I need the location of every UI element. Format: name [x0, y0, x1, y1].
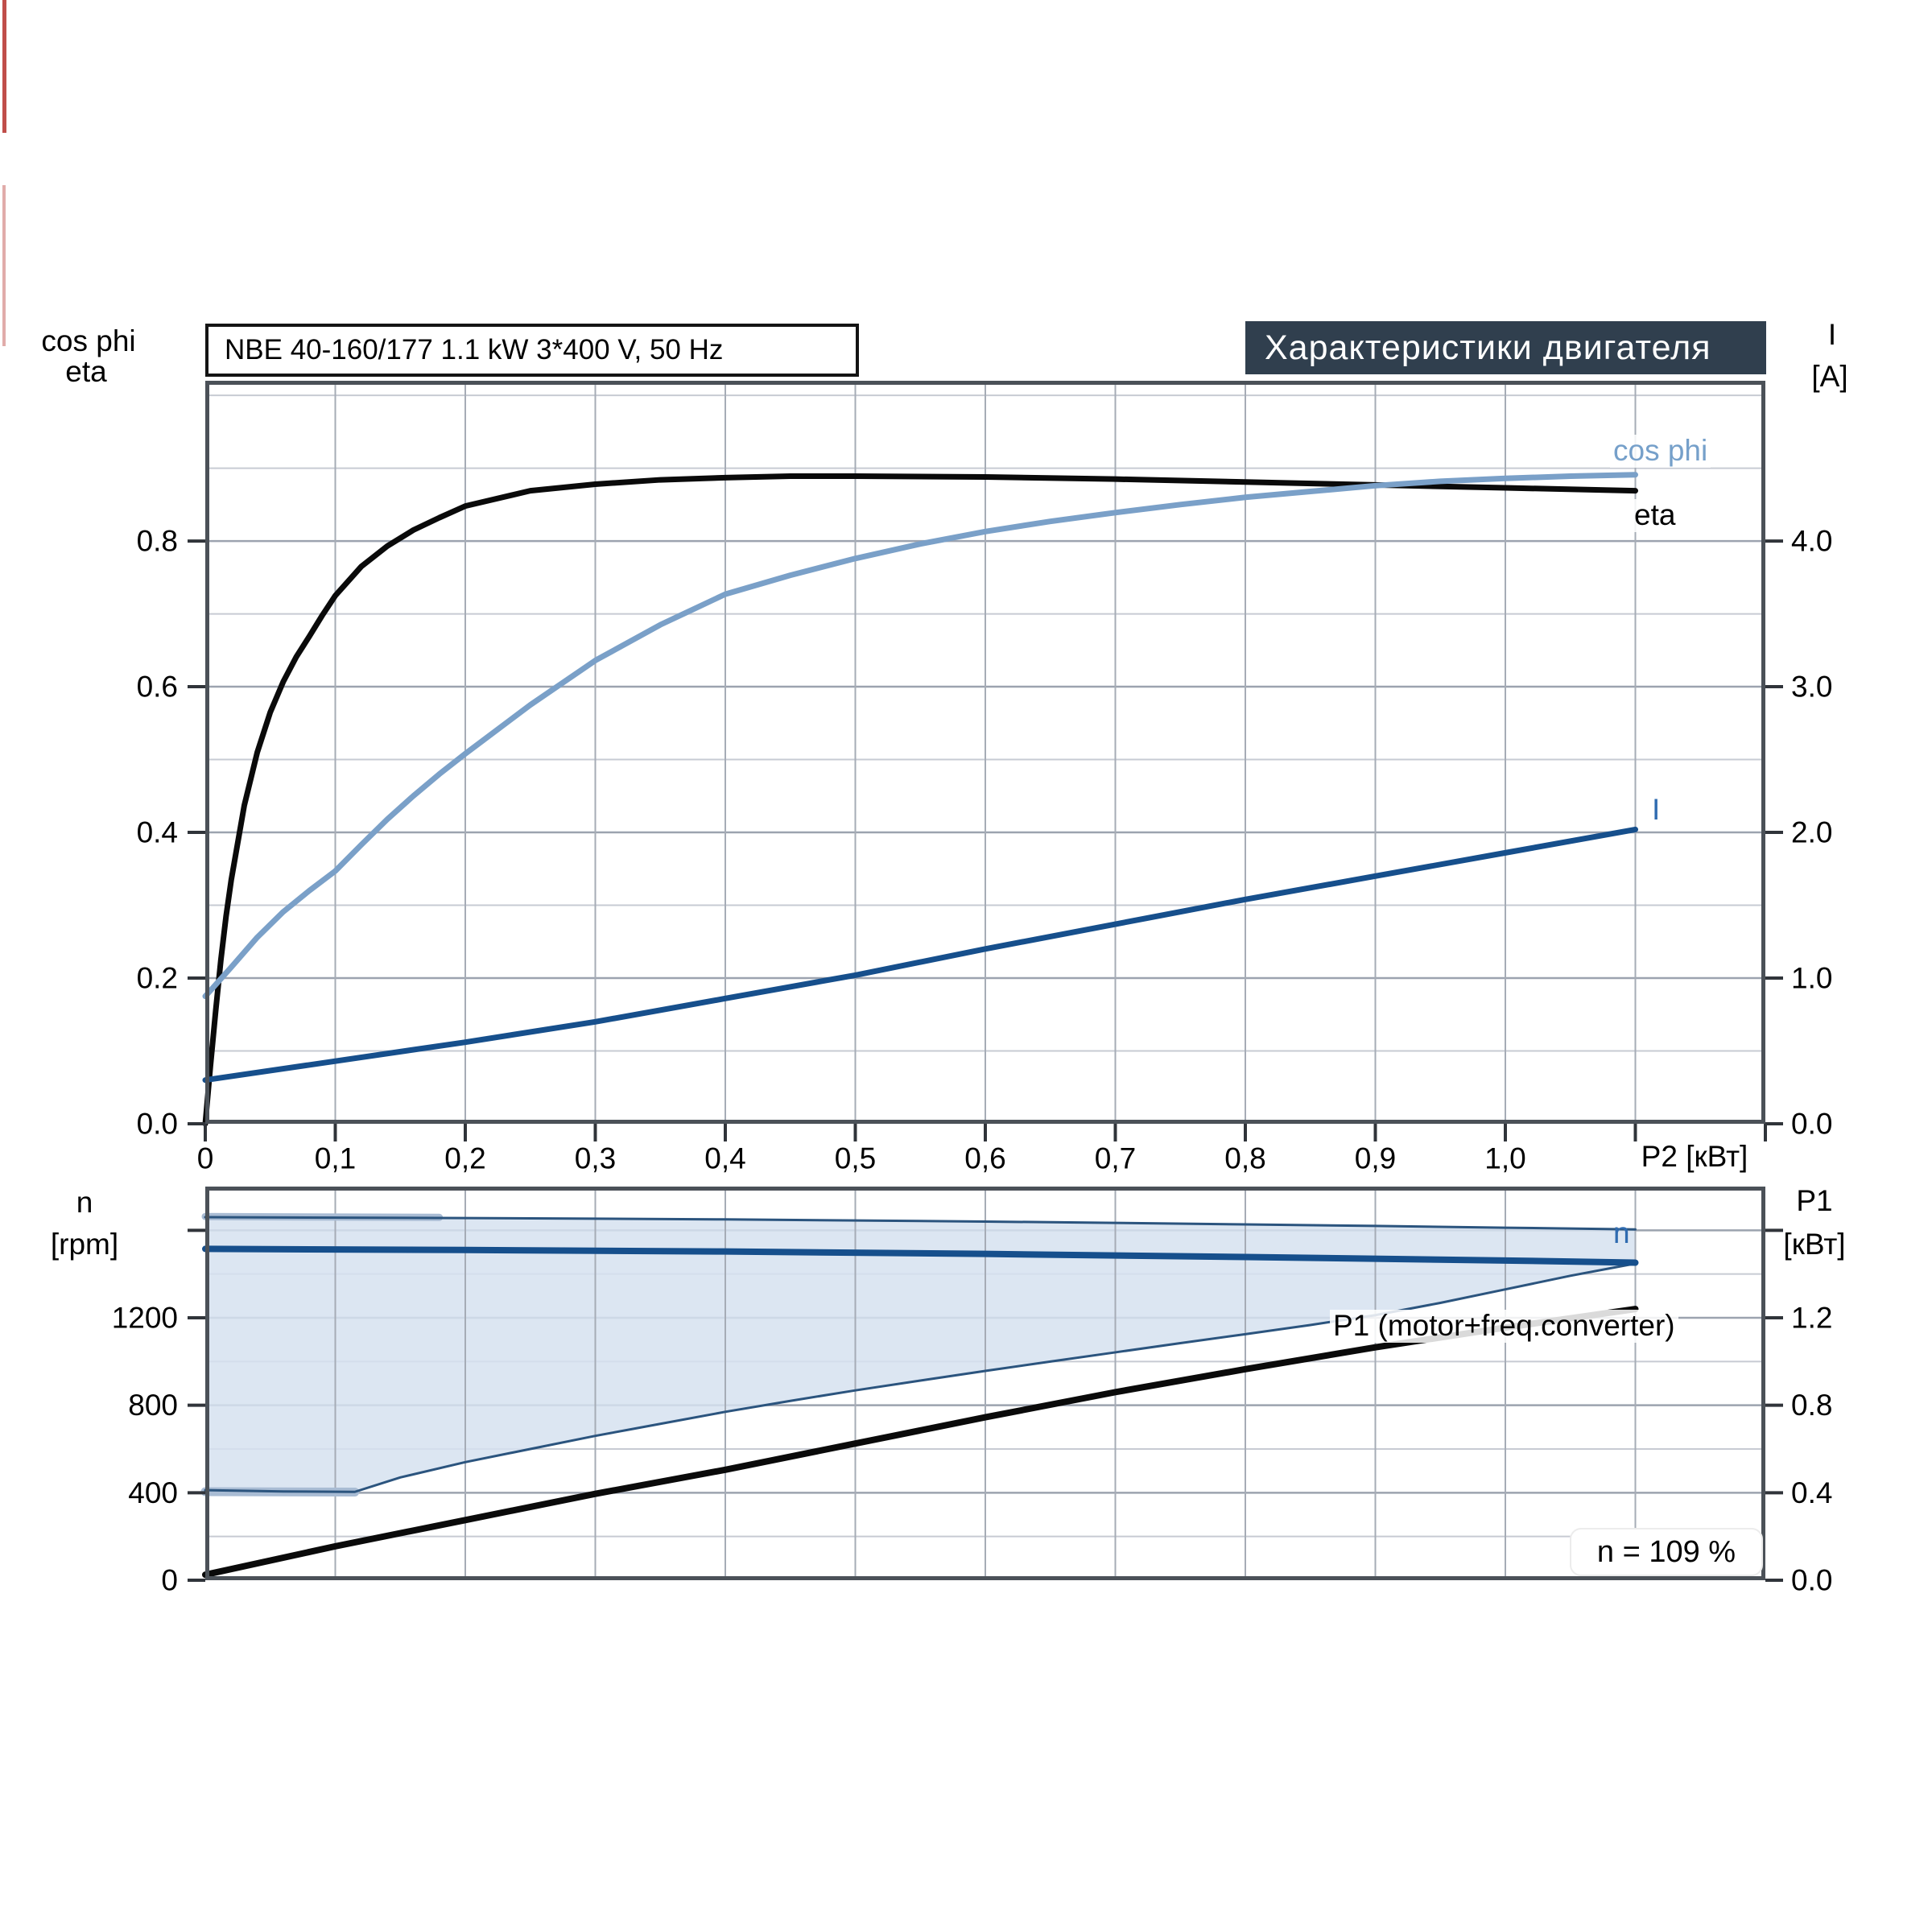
x-tick-label: 0,3: [575, 1142, 616, 1175]
scan-artifact: [2, 185, 6, 346]
bottom-left-axis-title-rpm: [rpm]: [50, 1228, 119, 1261]
eta-curve-label: eta: [1631, 498, 1679, 532]
bottom-left-axis-title-n: n: [76, 1186, 93, 1219]
left-tick-label: 0.2: [137, 962, 178, 995]
right-tick-label: 2.0: [1791, 816, 1832, 849]
right-tick-label: 0.8: [1791, 1389, 1832, 1422]
right-tick-label: 0.0: [1791, 1108, 1832, 1141]
left-tick-label: 0.8: [137, 525, 178, 558]
x-tick-label: 0,7: [1095, 1142, 1136, 1175]
top-right-axis-title-amps: [A]: [1811, 360, 1848, 393]
top-right-axis-title-i: I: [1827, 318, 1837, 351]
left-tick-label: 0.4: [137, 816, 178, 849]
right-tick-label: 1.2: [1791, 1302, 1832, 1335]
cos-phi-curve-label: cos phi: [1610, 434, 1711, 468]
left-tick-label: 400: [128, 1476, 178, 1509]
speed-note-box: n = 109 %: [1570, 1528, 1763, 1576]
right-tick-label: 0.0: [1791, 1564, 1832, 1597]
chart-title-box: NBE 40-160/177 1.1 kW 3*400 V, 50 Hz: [205, 324, 859, 377]
bottom-right-axis-title-kw: [кВт]: [1783, 1228, 1846, 1261]
scan-artifact: [2, 0, 6, 133]
header-banner: Характеристики двигателя: [1245, 321, 1766, 374]
left-tick-label: 0.0: [137, 1108, 178, 1141]
x-tick-label: 1,0: [1484, 1142, 1525, 1175]
series-speed-range-max: [204, 1216, 1637, 1231]
x-tick-label: 0,5: [835, 1142, 876, 1175]
right-tick-label: 0.4: [1791, 1476, 1832, 1509]
p1-curve-label: P1 (motor+freq.converter): [1330, 1309, 1678, 1343]
x-tick-label: 0,1: [315, 1142, 356, 1175]
series-i: [202, 826, 1638, 1084]
current-curve-label: I: [1649, 793, 1664, 827]
speed-note-text: n = 109 %: [1596, 1534, 1736, 1569]
top-chart-plot: 0.0 0.2 0.4 0.6 0.8 0.0 1.0 2.0 3.0 4.0 0 0,1 0,2 0,3…: [137, 381, 1832, 1175]
x-tick-label: 0,6: [964, 1142, 1005, 1175]
x-tick-label: 0,4: [704, 1142, 745, 1175]
chart-title-text: NBE 40-160/177 1.1 kW 3*400 V, 50 Hz: [225, 334, 724, 365]
x-tick-label: 0: [197, 1142, 214, 1175]
series-eta: [202, 473, 1638, 1127]
right-tick-label: 4.0: [1791, 525, 1832, 558]
series-cos-phi: [202, 472, 1638, 1000]
x-tick-label: 0,9: [1355, 1142, 1396, 1175]
x-tick-label: 0,2: [444, 1142, 485, 1175]
plot-border: [205, 1187, 1765, 1580]
series-p1: [202, 1306, 1639, 1579]
x-tick-label: 0,8: [1224, 1142, 1265, 1175]
left-tick-label: 0: [161, 1564, 178, 1597]
bottom-right-axis-title-p1: P1: [1796, 1184, 1833, 1217]
plot-border: [205, 381, 1765, 1124]
right-tick-label: 3.0: [1791, 671, 1832, 704]
left-tick-label: 0.6: [137, 671, 178, 704]
series-n: [202, 1245, 1639, 1266]
speed-range-area: [205, 1217, 1636, 1492]
bottom-chart-plot: 0 400 800 1200 0.0 0.4 0.8 1.2: [112, 1187, 1832, 1597]
header-title: Характеристики двигателя: [1265, 328, 1711, 367]
left-tick-label: 1200: [112, 1302, 178, 1335]
x-axis-title-p2: P2 [кВт]: [1634, 1138, 1755, 1175]
left-tick-label: 800: [128, 1389, 178, 1422]
top-left-axis-title-cosphi: cos phi: [41, 324, 136, 357]
top-left-axis-title-eta: eta: [65, 355, 107, 388]
n-curve-label: n: [1613, 1216, 1630, 1249]
right-tick-label: 1.0: [1791, 962, 1832, 995]
